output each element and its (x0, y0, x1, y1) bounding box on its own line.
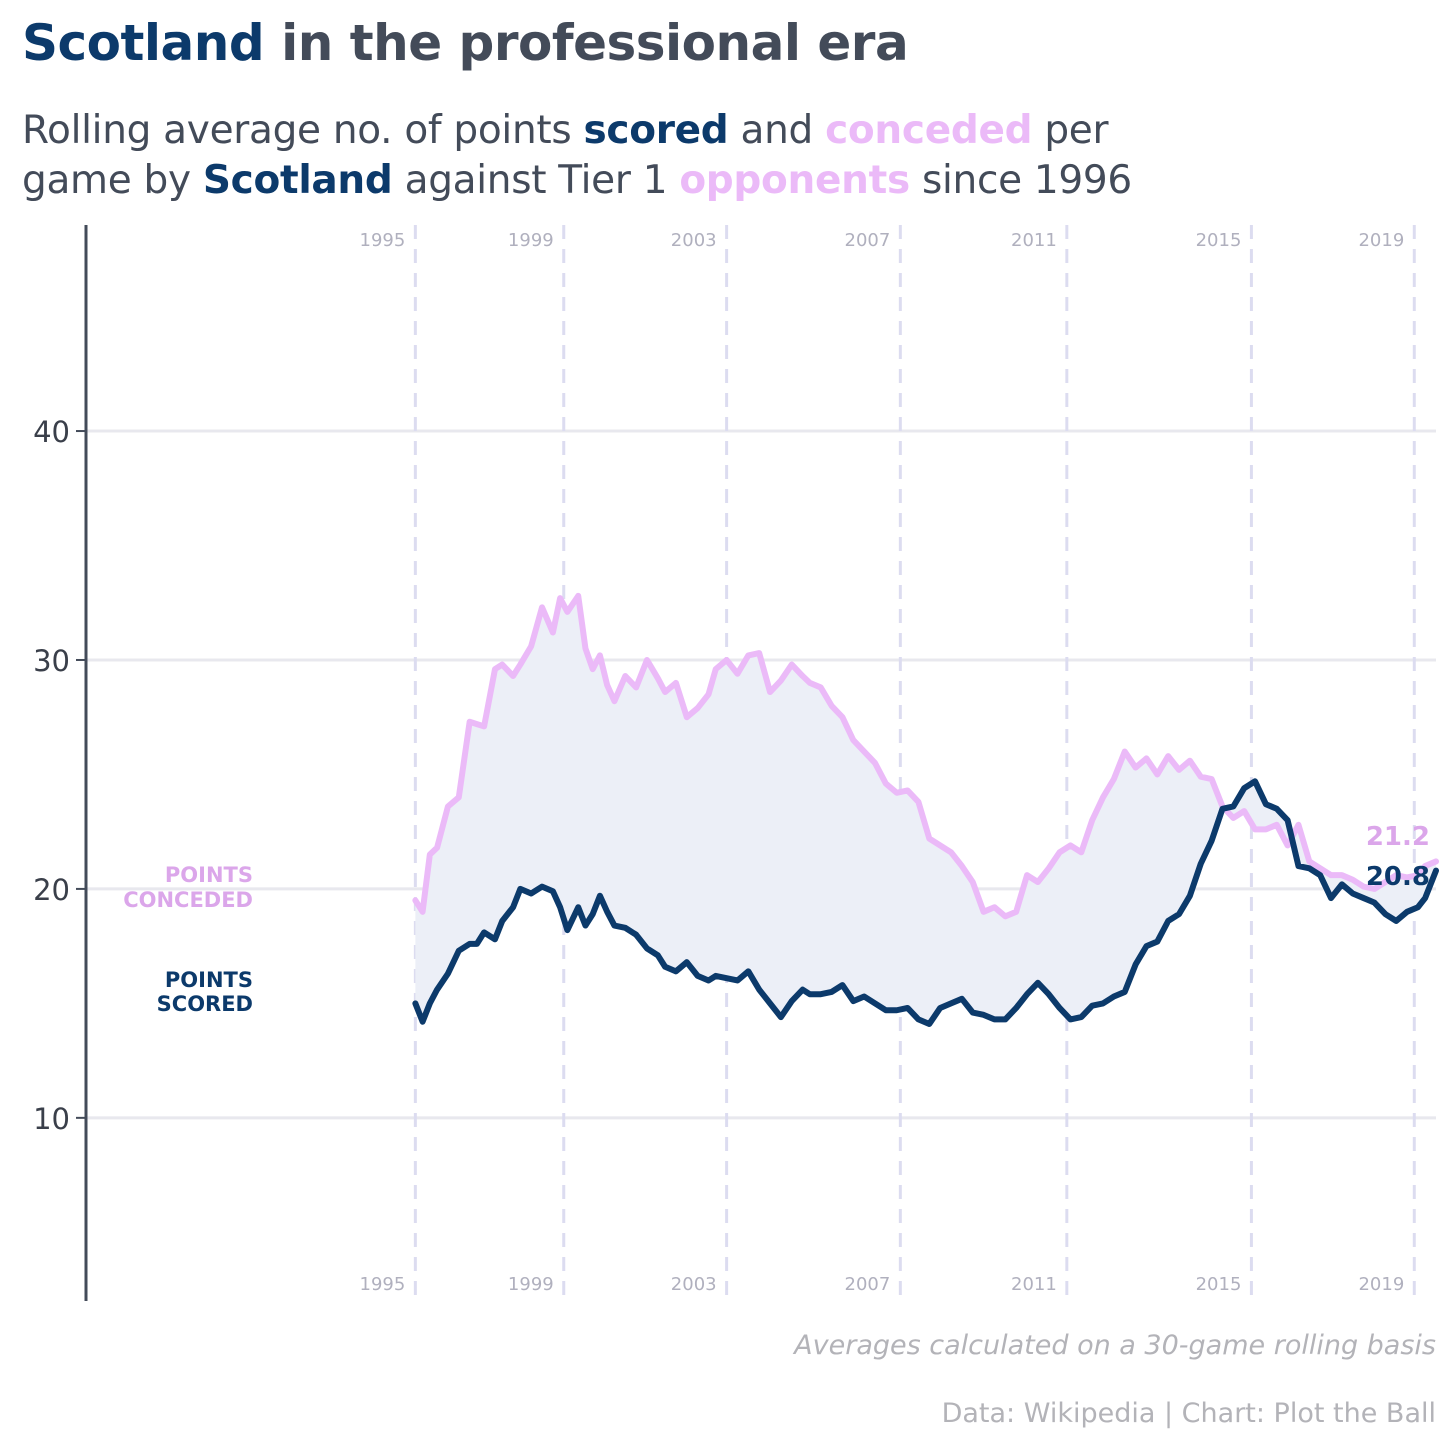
label-scored-line2: SCORED (157, 992, 253, 1016)
y-axis: 10 20 30 40 (33, 225, 88, 1301)
y-tick-label-20: 20 (33, 873, 70, 907)
subtitle-text-5: against Tier 1 (392, 158, 680, 203)
series-line-scored (412, 778, 1439, 1027)
series-lines (412, 592, 1439, 1027)
subtitle-scored: scored (583, 108, 729, 153)
label-conceded-line1: POINTS (165, 863, 253, 887)
gap-fill (415, 595, 1436, 1024)
year-label-bottom-2011: 2011 (1011, 1274, 1057, 1295)
year-label-top-2015: 2015 (1196, 230, 1242, 251)
subtitle-text-6: since 1996 (909, 158, 1132, 203)
gap-fill-area (415, 595, 1436, 1024)
end-value-conceded: 21.2 (1366, 822, 1430, 852)
subtitle-conceded: conceded (825, 108, 1033, 153)
chart-title: Scotland in the professional era (22, 14, 909, 72)
title-scotland: Scotland (22, 14, 265, 72)
year-label-top-2011: 2011 (1011, 230, 1057, 251)
subtitle-text-1: Rolling average no. of points (22, 108, 584, 153)
year-label-bottom-2015: 2015 (1196, 1274, 1242, 1295)
label-conceded-line2: CONCEDED (123, 888, 253, 912)
y-tick-label-10: 10 (33, 1102, 70, 1136)
year-label-top-1999: 1999 (508, 230, 554, 251)
year-label-top-1995: 1995 (360, 230, 406, 251)
subtitle-text-3: per (1032, 108, 1109, 153)
title-rest: in the professional era (264, 14, 909, 72)
chart-subtitle: Rolling average no. of points scored and… (22, 106, 1132, 206)
year-label-top-2003: 2003 (671, 230, 717, 251)
source-credit: Data: Wikipedia | Chart: Plot the Ball (941, 1398, 1436, 1429)
year-label-bottom-2003: 2003 (671, 1274, 717, 1295)
year-label-bottom-1999: 1999 (508, 1274, 554, 1295)
end-value-scored: 20.8 (1366, 862, 1430, 892)
year-label-bottom-2019: 2019 (1358, 1274, 1404, 1295)
year-label-top-2019: 2019 (1358, 230, 1404, 251)
y-tick-label-40: 40 (33, 415, 70, 449)
subtitle-scotland: Scotland (202, 158, 393, 203)
y-tick-label-30: 30 (33, 644, 70, 678)
year-label-bottom-2007: 2007 (845, 1274, 891, 1295)
subtitle-text-2: and (728, 108, 826, 153)
label-scored-line1: POINTS (165, 968, 253, 992)
subtitle-opponents: opponents (679, 158, 910, 203)
footnote: Averages calculated on a 30-game rolling… (794, 1330, 1436, 1361)
year-label-bottom-1995: 1995 (360, 1274, 406, 1295)
subtitle-text-4: game by (22, 158, 203, 203)
year-label-top-2007: 2007 (845, 230, 891, 251)
series-line-conceded (412, 592, 1439, 920)
